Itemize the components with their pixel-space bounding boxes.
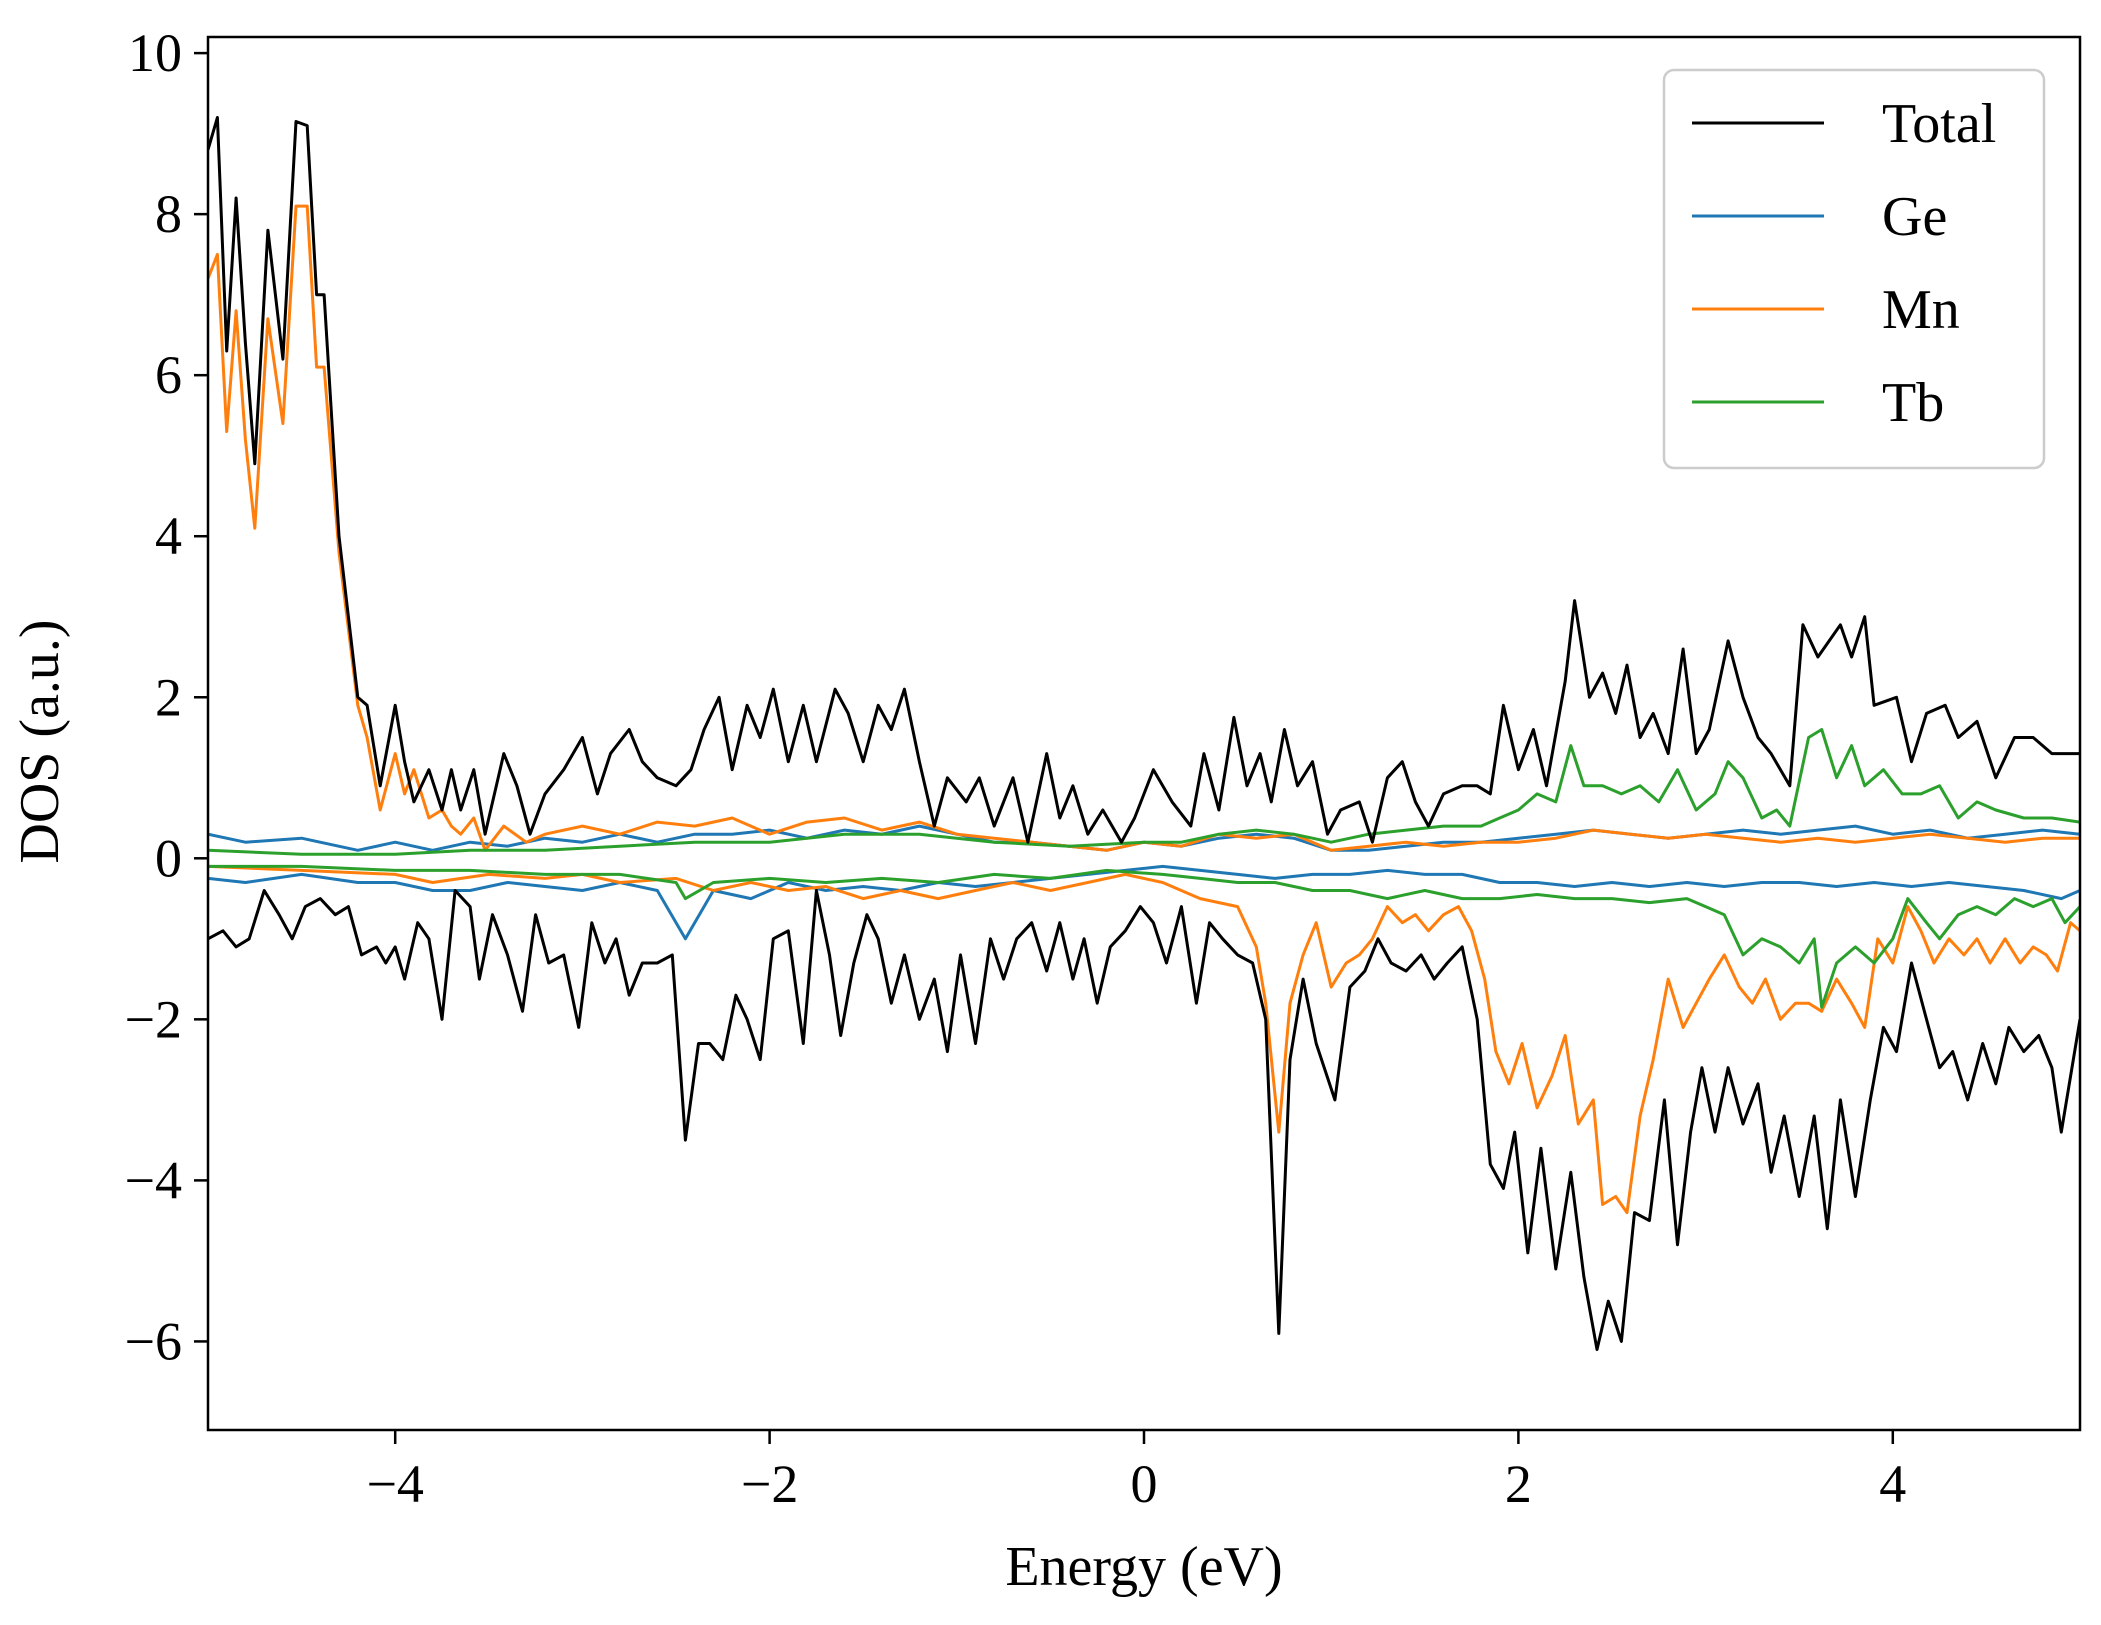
y-axis-title: DOS (a.u.) (9, 619, 71, 863)
series-line-total-spin-up (208, 116, 2080, 844)
series-line-ge-spin-down (208, 864, 2080, 941)
legend-label-total: Total (1882, 93, 1996, 155)
y-tick-label: −6 (125, 1311, 182, 1371)
series-line-total-spin-down (208, 889, 2080, 1351)
legend-label-tb: Tb (1882, 372, 1944, 434)
series-line-tb-spin-up (208, 728, 2080, 856)
y-tick-label: 8 (155, 184, 182, 244)
x-axis-title: Energy (eV) (1005, 1536, 1282, 1598)
legend-box (1662, 68, 2046, 470)
y-tick-label: −4 (125, 1150, 182, 1210)
x-tick-label: −4 (366, 1454, 423, 1514)
y-tick-label: 0 (155, 828, 182, 888)
y-tick-label: 6 (155, 345, 182, 405)
y-tick-label: 4 (155, 506, 182, 566)
legend-label-mn: Mn (1882, 279, 1960, 341)
x-tick-label: 0 (1131, 1454, 1158, 1514)
y-tick-label: 2 (155, 667, 182, 727)
ticks-layer: −4 −2 0 2 4 −6 −4 −2 0 2 4 6 8 10 (125, 23, 1907, 1514)
series-line-tb-spin-down (208, 864, 2080, 1009)
series-line-mn-spin-up (208, 204, 2080, 852)
legend: Total Ge Mn Tb (1662, 68, 2046, 470)
series-layer (208, 116, 2080, 1351)
x-tick-label: 4 (1879, 1454, 1906, 1514)
legend-label-ge: Ge (1882, 186, 1947, 248)
x-tick-label: −2 (741, 1454, 798, 1514)
x-tick-label: 2 (1505, 1454, 1532, 1514)
y-tick-label: 10 (128, 23, 182, 83)
y-tick-label: −2 (125, 989, 182, 1049)
series-line-mn-spin-down (208, 864, 2080, 1215)
